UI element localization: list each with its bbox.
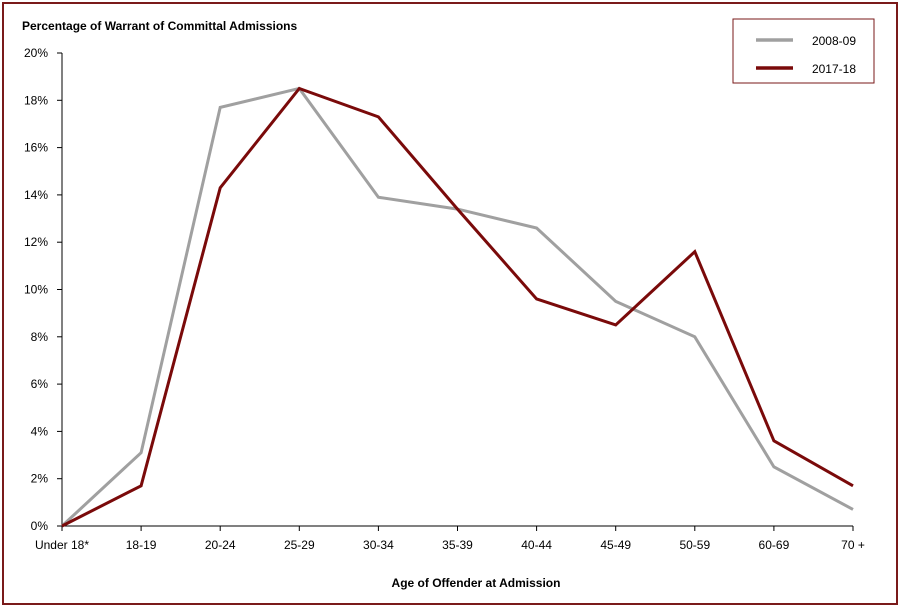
y-axis-title: Percentage of Warrant of Committal Admis… xyxy=(22,19,297,33)
y-tick-label: 0% xyxy=(31,519,49,533)
legend: 2008-09 2017-18 xyxy=(732,18,875,84)
x-tick-label: 30-34 xyxy=(363,538,394,552)
y-tick-label: 10% xyxy=(24,283,48,297)
x-axis-title: Age of Offender at Admission xyxy=(392,576,561,590)
y-tick-label: 4% xyxy=(31,424,49,438)
legend-label: 2017-18 xyxy=(812,62,856,76)
x-tick-label: 50-59 xyxy=(679,538,710,552)
x-tick-label: 20-24 xyxy=(205,538,236,552)
y-tick-label: 6% xyxy=(31,377,49,391)
y-tick-label: 12% xyxy=(24,235,48,249)
x-tick-label: 45-49 xyxy=(600,538,631,552)
series-line-2017-18 xyxy=(61,86,854,528)
x-tick-label: 25-29 xyxy=(284,538,315,552)
x-tick-label: 60-69 xyxy=(759,538,790,552)
x-tick-label: Under 18* xyxy=(35,538,89,552)
y-tick-label: 8% xyxy=(31,330,49,344)
y-tick-label: 18% xyxy=(24,93,48,107)
legend-label: 2008-09 xyxy=(812,34,856,48)
y-tick-label: 20% xyxy=(24,46,48,60)
x-tick-label: 18-19 xyxy=(126,538,157,552)
y-tick-label: 2% xyxy=(31,472,49,486)
x-tick-label: 70 + xyxy=(841,538,865,552)
series-line-2008-09 xyxy=(60,86,854,528)
x-tick-label: 35-39 xyxy=(442,538,473,552)
y-tick-label: 14% xyxy=(24,188,48,202)
y-tick-label: 16% xyxy=(24,141,48,155)
x-tick-label: 40-44 xyxy=(521,538,552,552)
